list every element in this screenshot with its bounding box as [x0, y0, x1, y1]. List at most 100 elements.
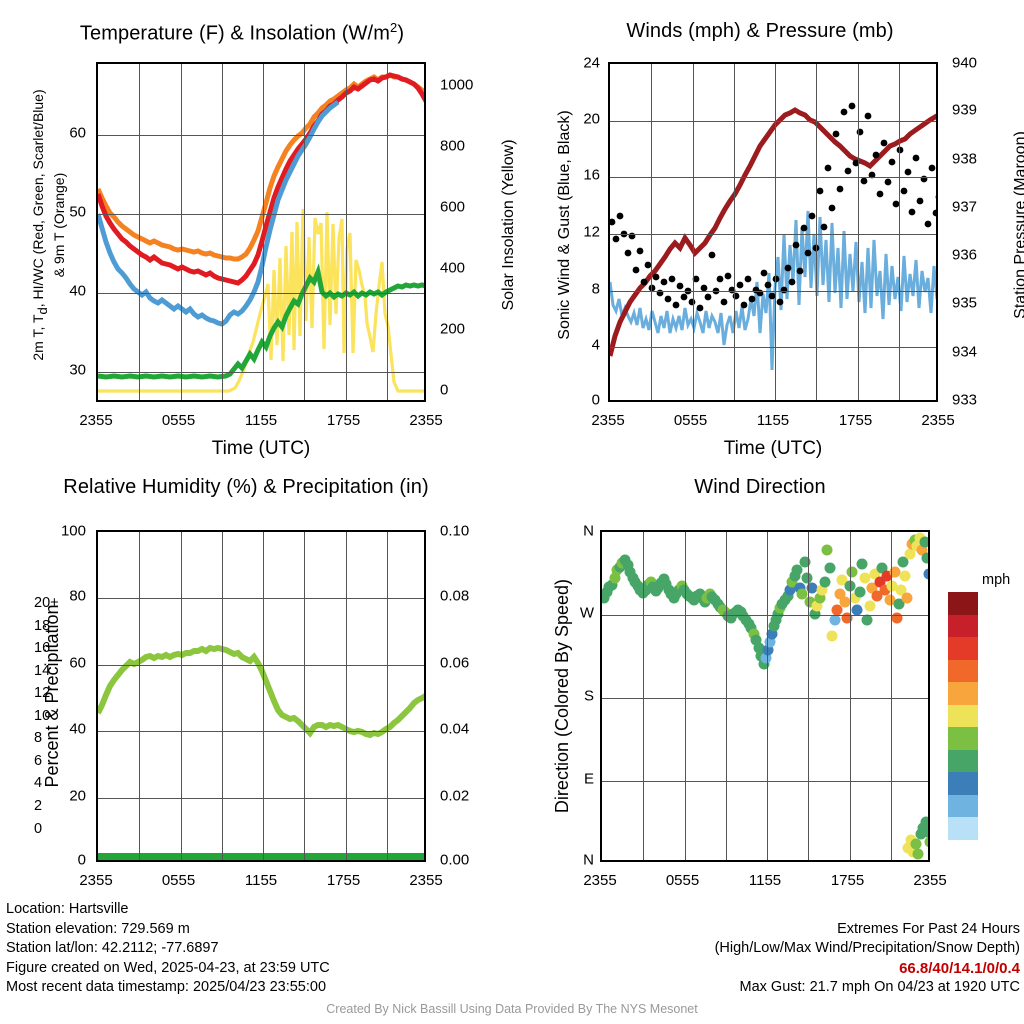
temp-xaxis-label: Time (UTC) [211, 438, 311, 459]
extremes-summary: Extremes For Past 24 Hours (High/Low/Max… [715, 900, 1020, 998]
temperature-plot-area [96, 62, 426, 402]
dir-xtick-2: 1155 [748, 872, 782, 889]
rh-ytick-40: 40 [69, 720, 86, 738]
precipitation-bar [98, 853, 424, 860]
dir-ytick-e: E [583, 770, 594, 788]
dir-xtick-4: 2355 [913, 872, 947, 889]
insol-ytick-0: 0 [440, 381, 449, 399]
wind-ytick-4: 4 [591, 336, 600, 354]
wind-ytick-8: 8 [591, 280, 600, 298]
solar-insolation-line [98, 208, 424, 393]
station-pressure-line [610, 107, 936, 357]
rh-ytick-80: 80 [69, 587, 86, 605]
humidity-series-svg [98, 644, 424, 860]
relative-humidity-line [98, 644, 424, 739]
rh-xtick-1: 0555 [161, 872, 196, 889]
wind-direction-chart-title: Wind Direction [694, 476, 826, 498]
wind-ytick-0: 0 [591, 391, 600, 409]
pres-ytick-939: 939 [952, 101, 978, 119]
latlon-line: Station lat/lon: 42.2112; -77.6897 [6, 940, 219, 956]
dir-xtick-1: 0555 [665, 872, 700, 889]
dir-xtick-3: 1755 [830, 872, 865, 889]
temperature-left-axis-label: 2m T, Td, HI/WC (Red, Green, Scarlet/Blu… [30, 89, 67, 361]
rh-xtick-4: 2355 [409, 872, 443, 889]
insol-ytick-400: 400 [440, 259, 466, 277]
pres-ytick-934: 934 [952, 343, 978, 361]
temp-ytick-50: 50 [69, 203, 86, 221]
precip-ytick-000: 0.00 [440, 851, 470, 869]
station-metadata: Location: Hartsville Station elevation: … [6, 900, 330, 998]
wind-ytick-16: 16 [583, 166, 600, 184]
pres-ytick-933: 933 [952, 391, 978, 409]
rh-xtick-2: 1155 [244, 872, 278, 889]
wind-xtick-3: 1755 [838, 412, 873, 429]
wind-xtick-0: 2355 [591, 412, 625, 429]
dir-ytick-n-top: N [583, 522, 594, 540]
extremes-values: 66.8/40/14.1/0/0.4 [899, 959, 1020, 977]
panel-wind-direction: Wind Direction [512, 462, 1024, 892]
winds-plot-area [608, 62, 938, 402]
temp-ytick-40: 40 [69, 282, 86, 300]
wind-direction-scatter-svg [602, 532, 928, 860]
elevation-line: Station elevation: 729.569 m [6, 920, 190, 937]
wind-ytick-20: 20 [583, 110, 600, 128]
data-timestamp-line: Most recent data timestamp: 2025/04/23 2… [6, 979, 327, 995]
colorbar-label-0: 0 [34, 820, 43, 837]
dir-xtick-0: 2355 [583, 872, 617, 889]
temp-2m-line [98, 72, 424, 286]
dir-ytick-n-bottom: N [583, 851, 594, 869]
colorbar-label-2: 2 [34, 798, 43, 814]
precip-ytick-010: 0.10 [440, 522, 470, 540]
gust-scatter-dots [610, 102, 936, 312]
panel-winds: Winds (mph) & Pressure (mb) [512, 0, 1024, 470]
wind-ytick-24: 24 [583, 54, 600, 72]
colorbar-label-10: 10 [34, 707, 51, 724]
temp-xtick-4: 2355 [409, 412, 443, 429]
temp-xtick-1: 0555 [161, 412, 196, 429]
pres-ytick-935: 935 [952, 294, 978, 312]
winds-right-axis-label: Station Pressure (Maroon) [1012, 131, 1024, 319]
wind-xaxis-label: Time (UTC) [723, 438, 823, 459]
humidity-chart-title: Relative Humidity (%) & Precipitation (i… [63, 476, 429, 498]
temperature-series-svg [98, 72, 424, 393]
wind-xtick-1: 0555 [673, 412, 708, 429]
humidity-plot-area [96, 530, 426, 862]
temp-ytick-60: 60 [69, 124, 86, 142]
colorbar-label-16: 16 [34, 640, 51, 657]
temp-xtick-3: 1755 [326, 412, 361, 429]
precip-ytick-006: 0.06 [440, 654, 470, 672]
rh-ytick-100: 100 [60, 522, 86, 540]
temp-xtick-2: 1155 [244, 412, 278, 429]
dir-ytick-w: W [579, 604, 594, 622]
wind-xtick-2: 1155 [756, 412, 790, 429]
wind-xtick-4: 2355 [921, 412, 955, 429]
direction-scatter-dots [602, 532, 928, 860]
colorbar-label-12: 12 [34, 685, 51, 702]
colorbar-label-8: 8 [34, 730, 43, 747]
rh-ytick-20: 20 [69, 787, 86, 805]
precip-ytick-002: 0.02 [440, 787, 470, 805]
insol-ytick-1000: 1000 [440, 76, 474, 94]
colorbar-label-20plus: 20+ [34, 595, 59, 611]
colorbar-label-18: 18 [34, 617, 51, 634]
pres-ytick-937: 937 [952, 198, 978, 216]
pres-ytick-940: 940 [952, 54, 978, 72]
location-line: Location: Hartsville [6, 901, 129, 917]
extremes-title: Extremes For Past 24 Hours [837, 920, 1020, 937]
figure-created-line: Figure created on Wed, 2025-04-23, at 23… [6, 959, 330, 976]
rh-xtick-3: 1755 [326, 872, 361, 889]
wind-speed-colorbar [948, 592, 978, 841]
extremes-subtitle: (High/Low/Max Wind/Precipitation/Snow De… [714, 940, 1020, 956]
colorbar-label-6: 6 [34, 752, 43, 769]
insol-ytick-200: 200 [440, 320, 466, 338]
wind-direction-plot-area [600, 530, 930, 862]
colorbar-label-14: 14 [34, 662, 51, 679]
rh-ytick-0: 0 [77, 851, 86, 869]
temperature-chart-title: Temperature (F) & Insolation (W/m2) [79, 20, 405, 45]
wind-ytick-12: 12 [583, 223, 600, 241]
temp-ytick-30: 30 [69, 361, 86, 379]
colorbar-label-4: 4 [34, 775, 43, 792]
credit-line: Created By Nick Bassill Using Data Provi… [326, 1002, 698, 1016]
winds-series-svg [610, 102, 936, 371]
